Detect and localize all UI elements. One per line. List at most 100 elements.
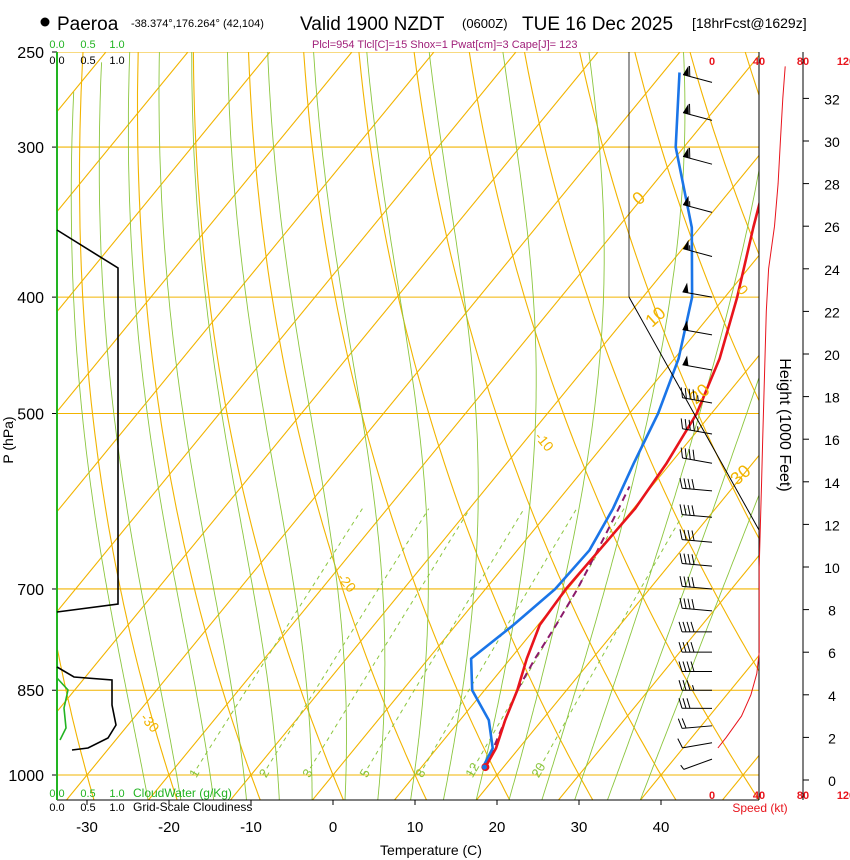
wind-barb-full xyxy=(692,449,695,461)
moist-adiabat-line xyxy=(227,52,313,800)
y-axis-label: P (hPa) xyxy=(0,416,16,463)
isotherm-line xyxy=(640,654,759,800)
mixing-ratio-label: 3 xyxy=(299,766,316,780)
wind-barb xyxy=(679,477,713,492)
wind-barb-full xyxy=(680,387,683,398)
wind-barb-full xyxy=(679,504,683,515)
dry-adiabat-line xyxy=(136,52,261,800)
wind-barb-staff xyxy=(683,758,713,770)
dewpoint-trace xyxy=(469,72,694,768)
cloudwater-top-label: 1.0 xyxy=(109,39,124,51)
x-tick-label: 40 xyxy=(653,819,670,836)
p-tick-label: 250 xyxy=(17,45,44,62)
wind-barb-full xyxy=(687,598,691,610)
moist-adiabat-line xyxy=(267,52,347,800)
isotherm-line xyxy=(476,454,759,800)
wind-barb-full xyxy=(683,598,687,609)
x-tick-label: 0 xyxy=(329,819,337,836)
wind-barb-full xyxy=(691,577,695,588)
wind-barb-full xyxy=(686,641,691,653)
sounding-profiles xyxy=(469,72,759,772)
height-tick-label: 10 xyxy=(824,560,840,576)
wind-barb-full xyxy=(678,661,683,672)
cloudiness-label: Grid-Scale Cloudiness xyxy=(133,800,252,814)
wind-barb-full xyxy=(691,505,695,516)
inner-frame-diagonal xyxy=(628,296,760,531)
cloudiness-lower-trace xyxy=(56,666,117,751)
wind-barb xyxy=(682,355,713,371)
wind-barb-full xyxy=(679,477,683,489)
mixing-ratio-line xyxy=(535,508,687,776)
wind-barb-full xyxy=(688,448,691,460)
x-tick-label: -10 xyxy=(240,819,262,836)
parcel-trace xyxy=(484,485,631,768)
wind-barb-staff xyxy=(682,397,713,404)
x-tick-label: -30 xyxy=(76,819,98,836)
dry-adiabat-line xyxy=(579,52,759,540)
height-tick-label: 0 xyxy=(828,773,836,789)
moist-adiabat-line xyxy=(606,376,759,800)
cloudwater-top-label: 0.0 xyxy=(49,39,64,51)
wind-barb-full xyxy=(679,597,683,609)
wind-barb-flag xyxy=(682,320,689,331)
moist-adiabat-line xyxy=(574,167,759,800)
dry-adiabat-line xyxy=(523,52,759,673)
wind-barb-full xyxy=(682,661,687,672)
dry-adiabat-line xyxy=(468,52,759,800)
wind-barb xyxy=(678,680,713,691)
dry-adiabat-line xyxy=(793,31,850,801)
wind-barb-full xyxy=(678,641,683,653)
height-tick-label: 20 xyxy=(824,347,840,363)
height-tick-label: 30 xyxy=(824,134,840,150)
wind-barb-full xyxy=(688,419,691,431)
wind-barb-full xyxy=(677,738,683,749)
wind-barb-flag xyxy=(683,103,689,115)
height-axis-label: Height (1000 Feet) xyxy=(776,358,793,491)
cloudiness-top-label: 0.5 xyxy=(80,55,95,67)
wind-barb-full xyxy=(690,621,695,633)
wind-barb-staff xyxy=(682,112,713,121)
speed-bottom-label: 80 xyxy=(797,790,809,802)
wind-barb-staff xyxy=(682,539,713,543)
mixing-ratio-label: 20 xyxy=(528,760,548,780)
cloudiness-top-label: 1.0 xyxy=(109,55,124,67)
wind-barb-full xyxy=(679,529,683,540)
wind-barb xyxy=(679,597,713,612)
wind-barb-full xyxy=(679,553,683,564)
mixing-ratio-label: 2 xyxy=(256,766,273,780)
p-tick-label: 400 xyxy=(17,290,44,307)
cloudiness-upper-trace xyxy=(56,229,119,613)
height-tick-label: 6 xyxy=(828,645,836,661)
utc-time: (0600Z) xyxy=(462,16,508,31)
height-tick-label: 16 xyxy=(824,432,840,448)
height-tick-label: 22 xyxy=(824,304,840,320)
p-tick-label: 1000 xyxy=(8,768,44,785)
speed-top-label: 40 xyxy=(753,56,765,68)
wind-barb xyxy=(682,65,713,83)
wind-barb-flag xyxy=(683,147,689,158)
wind-barb-full xyxy=(691,530,695,541)
wind-barb-flag xyxy=(682,355,689,366)
wind-barb-full xyxy=(692,389,695,400)
cloudiness-bottom-label: 0.0 xyxy=(49,802,64,814)
wind-barb-full xyxy=(687,553,691,565)
mixing-ratio-label: 5 xyxy=(356,766,373,780)
moist-adiabat-line xyxy=(191,52,280,800)
wind-barb-full xyxy=(690,661,695,672)
height-tick-label: 18 xyxy=(824,390,840,406)
height-tick-label: 8 xyxy=(828,603,836,619)
cloudwater-bottom-label: 0.5 xyxy=(80,788,95,800)
x-tick-label: -20 xyxy=(158,819,180,836)
wind-barb-half xyxy=(680,764,685,770)
wind-barb-full xyxy=(682,621,687,633)
wind-barb-flag xyxy=(683,195,689,207)
wind-barb-full xyxy=(686,621,691,633)
cloudiness-bottom-label: 0.5 xyxy=(80,802,95,814)
forecast-date: TUE 16 Dec 2025 xyxy=(522,14,673,35)
wind-barb-flag xyxy=(682,282,689,293)
wind-barb xyxy=(682,103,713,121)
surface-dewpoint-marker xyxy=(481,764,487,770)
isotherm-line xyxy=(57,52,353,413)
wind-barb-staff xyxy=(682,563,713,567)
moist-adiabat-line xyxy=(70,92,149,800)
